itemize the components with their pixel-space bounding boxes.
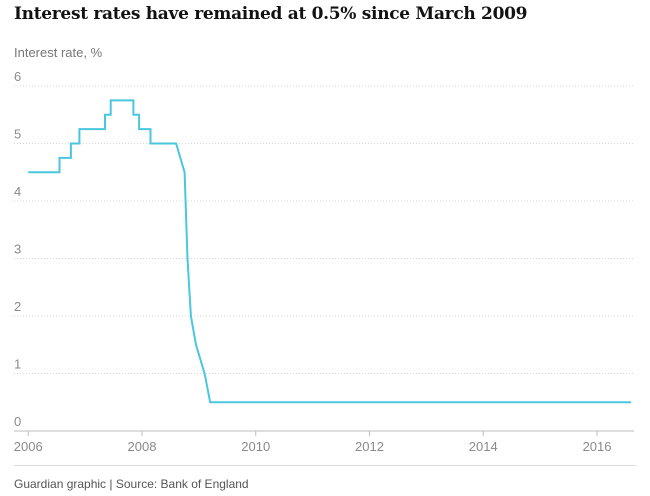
y-tick-labels: 0 1 2 3 4 5 6	[14, 69, 21, 429]
y-tick-label: 5	[14, 127, 21, 142]
y-tick-label: 1	[14, 357, 21, 372]
x-tick-label: 2014	[469, 439, 498, 454]
x-tick-label: 2010	[241, 439, 270, 454]
source-credit: Guardian graphic | Source: Bank of Engla…	[14, 477, 249, 491]
series-group	[28, 99, 632, 404]
chart-title: Interest rates have remained at 0.5% sin…	[14, 4, 528, 24]
x-axis	[14, 430, 634, 436]
y-tick-label: 6	[14, 69, 21, 84]
x-tick-label: 2006	[14, 439, 43, 454]
footer-divider	[14, 465, 636, 466]
series-line-interest-rate	[28, 99, 632, 404]
x-tick-label: 2008	[128, 439, 157, 454]
y-tick-label: 0	[14, 414, 21, 429]
y-axis-label: Interest rate, %	[14, 45, 103, 60]
x-tick-labels: 2006 2008 2010 2012 2014 2016	[14, 439, 612, 454]
line-chart: 2006 2008 2010 2012 2014 2016 0 1 2 3 4 5 6	[14, 69, 634, 454]
y-tick-label: 3	[14, 242, 21, 257]
x-tick-label: 2016	[583, 439, 612, 454]
gridlines	[14, 85, 634, 374]
x-tick-label: 2012	[355, 439, 384, 454]
y-tick-label: 4	[14, 184, 21, 199]
y-tick-label: 2	[14, 299, 21, 314]
